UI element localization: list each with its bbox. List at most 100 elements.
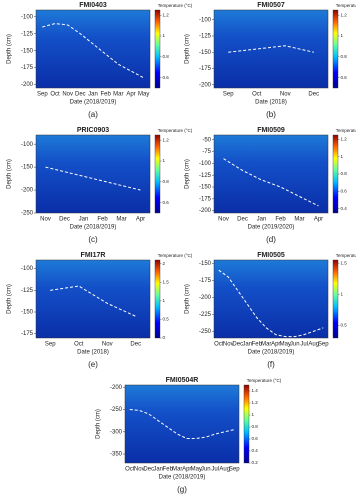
y-tick-label: -125 bbox=[21, 31, 34, 37]
y-tick-label: -250 bbox=[199, 329, 212, 335]
colorbar-tick-label: 1 bbox=[341, 154, 344, 159]
y-tick-label: -250 bbox=[110, 407, 123, 413]
x-tick-label: Aug bbox=[308, 342, 319, 348]
colorbar-tick-label: 0.8 bbox=[341, 171, 348, 176]
y-tick-label: -150 bbox=[199, 185, 212, 191]
y-tick-label: -250 bbox=[21, 211, 34, 217]
x-tick-label: Feb bbox=[252, 342, 263, 348]
x-axis-label: Date (2019/2020) bbox=[248, 225, 295, 231]
y-tick-label: -50 bbox=[202, 137, 211, 143]
x-tick-label: Nov bbox=[280, 92, 291, 98]
y-axis-label: Depth (cm) bbox=[185, 34, 191, 64]
panel-caption: (b) bbox=[266, 110, 276, 119]
panel-title: FMI0505 bbox=[257, 252, 285, 259]
x-tick-label: Mar bbox=[294, 217, 304, 223]
colorbar-tick-label: 1.5 bbox=[163, 279, 170, 284]
y-tick-label: -175 bbox=[21, 65, 34, 71]
boundary-line bbox=[42, 23, 144, 79]
y-tick-label: -200 bbox=[21, 188, 34, 194]
panel-caption: (e) bbox=[88, 360, 98, 369]
panel-title: FMI17R bbox=[81, 252, 106, 259]
x-tick-label: May bbox=[280, 342, 291, 348]
x-tick-label: Sep bbox=[45, 342, 56, 348]
x-axis-label: Date (2018) bbox=[77, 350, 109, 356]
colorbar bbox=[154, 134, 161, 214]
colorbar-tick-label: 2 bbox=[163, 261, 166, 266]
colorbar-tick-label: 1 bbox=[341, 33, 344, 38]
x-tick-label: Sep bbox=[223, 92, 234, 98]
colorbar-tick-label: 1.2 bbox=[252, 400, 259, 405]
y-tick-label: -75 bbox=[202, 149, 211, 155]
x-tick-label: Mar bbox=[113, 92, 123, 98]
colorbar-tick-label: 0.8 bbox=[163, 54, 170, 59]
x-tick-label: Dec bbox=[237, 217, 248, 223]
colorbar bbox=[154, 259, 161, 339]
y-tick-label: -300 bbox=[110, 429, 123, 435]
heatmap-field bbox=[35, 259, 151, 339]
colorbar-tick-label: 1.5 bbox=[341, 260, 348, 265]
x-tick-label: Jan bbox=[88, 92, 98, 98]
boundary-line bbox=[228, 45, 314, 53]
y-tick-label: -175 bbox=[199, 66, 212, 72]
colorbar-label: Temperature (°C) bbox=[158, 253, 193, 258]
colorbar-tick-label: 0.5 bbox=[163, 317, 170, 322]
x-tick-label: Jan bbox=[257, 217, 267, 223]
colorbar-tick-label: 0.6 bbox=[163, 75, 170, 80]
colorbar-tick-label: 0.5 bbox=[341, 323, 348, 328]
y-tick-label: -350 bbox=[110, 452, 123, 458]
heatmap-field bbox=[213, 9, 329, 89]
panel-title: PRIC0903 bbox=[77, 127, 109, 134]
x-tick-label: Jan bbox=[153, 467, 163, 473]
x-tick-label: Apr bbox=[182, 467, 191, 473]
colorbar-tick-label: 1 bbox=[163, 298, 166, 303]
colorbar-tick-label: 0.8 bbox=[163, 179, 170, 184]
x-tick-label: Dec bbox=[308, 92, 319, 98]
x-tick-label: Sep bbox=[318, 342, 329, 348]
x-tick-label: Apr bbox=[126, 92, 135, 98]
colorbar-tick-label: 0.8 bbox=[252, 424, 259, 429]
y-tick-label: -150 bbox=[21, 310, 34, 316]
colorbar bbox=[332, 134, 339, 214]
colorbar-tick-label: 0.4 bbox=[252, 448, 259, 453]
x-tick-label: Nov bbox=[218, 217, 229, 223]
y-tick-label: -175 bbox=[199, 196, 212, 202]
x-tick-label: Oct bbox=[252, 92, 262, 98]
boundary-line bbox=[50, 285, 136, 317]
x-tick-label: Mar bbox=[116, 217, 126, 223]
x-tick-label: Nov bbox=[102, 342, 113, 348]
y-tick-label: -100 bbox=[199, 161, 212, 167]
x-tick-label: May bbox=[191, 467, 202, 473]
colorbar-label: Temperature (°C) bbox=[336, 3, 356, 8]
y-tick-label: -100 bbox=[21, 14, 34, 20]
y-tick-label: -125 bbox=[21, 288, 34, 294]
x-tick-label: Nov bbox=[223, 342, 234, 348]
y-axis-label: Depth (cm) bbox=[7, 34, 13, 64]
y-axis-label: Depth (cm) bbox=[7, 159, 13, 189]
colorbar-tick-label: 1.2 bbox=[163, 12, 170, 17]
x-tick-label: Apr bbox=[136, 217, 145, 223]
y-tick-label: -150 bbox=[199, 261, 212, 267]
x-tick-label: Jun bbox=[290, 342, 300, 348]
colorbar-tick-label: 1 bbox=[163, 158, 166, 163]
x-tick-label: Jan bbox=[242, 342, 252, 348]
x-tick-label: Nov bbox=[40, 217, 51, 223]
panel-title: FMI0507 bbox=[257, 2, 285, 9]
y-tick-label: -200 bbox=[199, 295, 212, 301]
colorbar-label: Temperature (°C) bbox=[247, 378, 282, 383]
x-axis-label: Date (2018/2019) bbox=[70, 100, 117, 106]
x-axis-label: Date (2018/2019) bbox=[248, 350, 295, 356]
x-axis-label: Date (2018/2019) bbox=[70, 225, 117, 231]
x-tick-label: Feb bbox=[97, 217, 108, 223]
panel-caption: (a) bbox=[88, 110, 98, 119]
x-tick-label: Dec bbox=[143, 467, 154, 473]
colorbar-label: Temperature (°C) bbox=[336, 253, 356, 258]
x-tick-label: Mar bbox=[261, 342, 271, 348]
x-tick-label: Sep bbox=[229, 467, 240, 473]
panel-title: FMI0403 bbox=[79, 2, 107, 9]
y-tick-label: -175 bbox=[21, 331, 34, 337]
x-tick-label: Feb bbox=[275, 217, 286, 223]
y-tick-label: -150 bbox=[21, 165, 34, 171]
colorbar-label: Temperature (°C) bbox=[336, 128, 356, 133]
colorbar bbox=[154, 9, 161, 89]
